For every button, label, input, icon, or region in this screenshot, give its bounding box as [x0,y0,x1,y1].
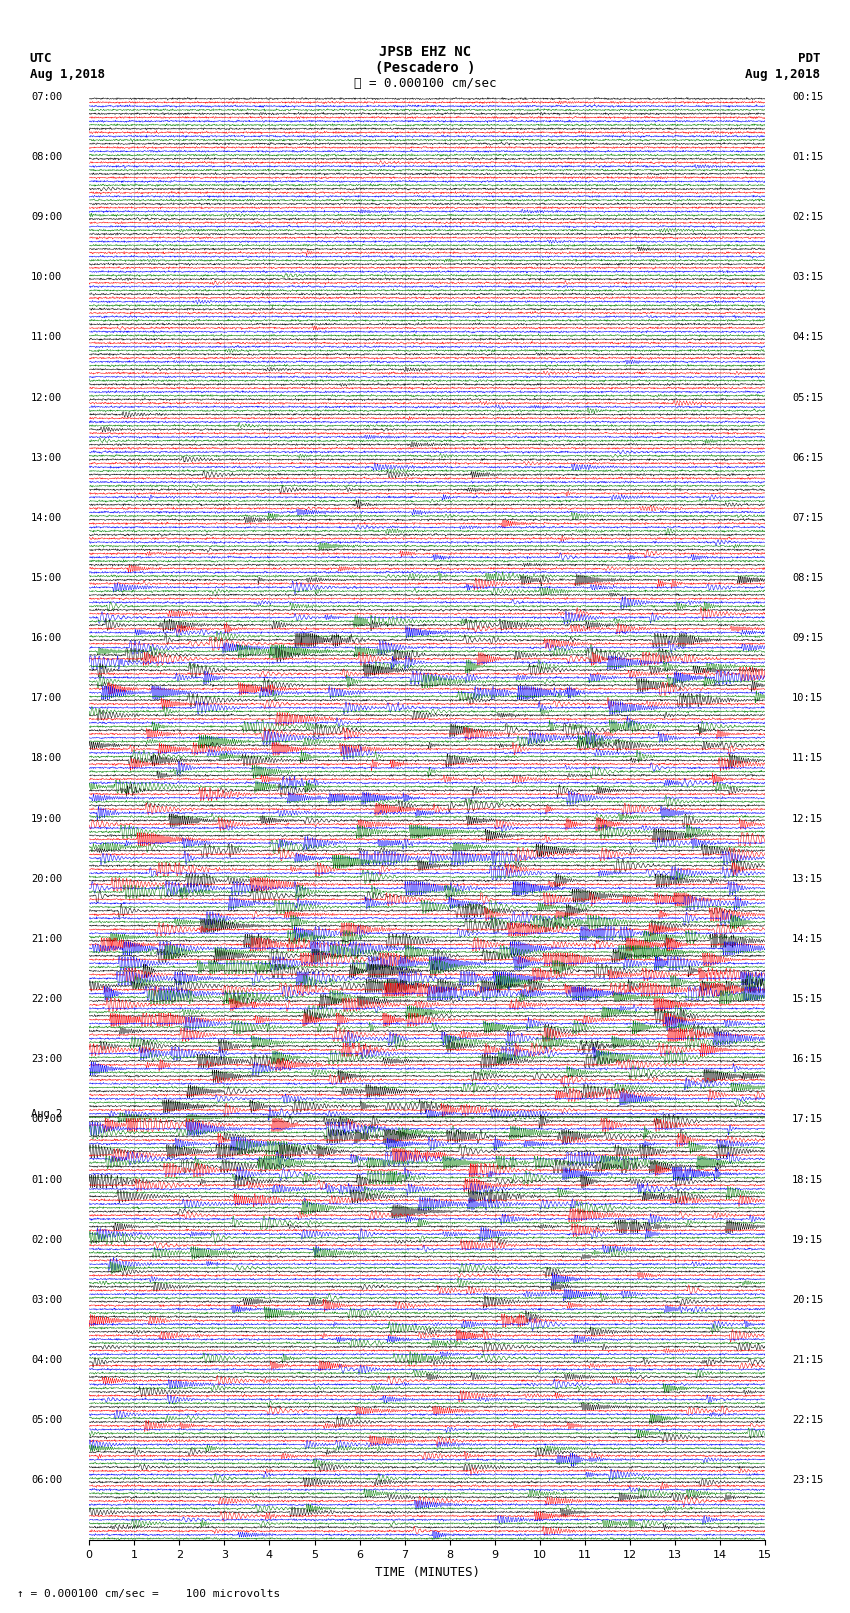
Text: 21:00: 21:00 [31,934,62,944]
Text: 15:00: 15:00 [31,573,62,582]
Text: 14:00: 14:00 [31,513,62,523]
Text: 06:00: 06:00 [31,1476,62,1486]
Text: 02:00: 02:00 [31,1234,62,1245]
Text: 22:15: 22:15 [792,1415,824,1426]
Text: Aug 2: Aug 2 [31,1108,62,1119]
Text: 06:15: 06:15 [792,453,824,463]
Text: 00:15: 00:15 [792,92,824,102]
Text: ⎹ = 0.000100 cm/sec: ⎹ = 0.000100 cm/sec [354,77,496,90]
Text: 10:15: 10:15 [792,694,824,703]
Text: 13:15: 13:15 [792,874,824,884]
Text: 15:15: 15:15 [792,994,824,1003]
Text: 16:00: 16:00 [31,634,62,644]
Text: 04:15: 04:15 [792,332,824,342]
Text: 17:15: 17:15 [792,1115,824,1124]
Text: (Pescadero ): (Pescadero ) [375,61,475,74]
Text: 17:00: 17:00 [31,694,62,703]
Text: 16:15: 16:15 [792,1055,824,1065]
Text: 19:00: 19:00 [31,813,62,824]
X-axis label: TIME (MINUTES): TIME (MINUTES) [375,1566,479,1579]
Text: 04:00: 04:00 [31,1355,62,1365]
Text: 14:15: 14:15 [792,934,824,944]
Text: Aug 1,2018: Aug 1,2018 [30,68,105,81]
Text: 12:00: 12:00 [31,392,62,403]
Text: 20:15: 20:15 [792,1295,824,1305]
Text: 12:15: 12:15 [792,813,824,824]
Text: JPSB EHZ NC: JPSB EHZ NC [379,45,471,58]
Text: 05:00: 05:00 [31,1415,62,1426]
Text: 08:15: 08:15 [792,573,824,582]
Text: 18:00: 18:00 [31,753,62,763]
Text: 08:00: 08:00 [31,152,62,161]
Text: 11:15: 11:15 [792,753,824,763]
Text: 23:00: 23:00 [31,1055,62,1065]
Text: 23:15: 23:15 [792,1476,824,1486]
Text: 20:00: 20:00 [31,874,62,884]
Text: 03:00: 03:00 [31,1295,62,1305]
Text: 13:00: 13:00 [31,453,62,463]
Text: 01:15: 01:15 [792,152,824,161]
Text: ↑ = 0.000100 cm/sec =    100 microvolts: ↑ = 0.000100 cm/sec = 100 microvolts [17,1589,280,1598]
Text: 10:00: 10:00 [31,273,62,282]
Text: 22:00: 22:00 [31,994,62,1003]
Text: 00:00: 00:00 [31,1115,62,1124]
Text: UTC: UTC [30,52,52,65]
Text: 02:15: 02:15 [792,211,824,223]
Text: 09:00: 09:00 [31,211,62,223]
Text: 07:00: 07:00 [31,92,62,102]
Text: 05:15: 05:15 [792,392,824,403]
Text: 19:15: 19:15 [792,1234,824,1245]
Text: 07:15: 07:15 [792,513,824,523]
Text: 03:15: 03:15 [792,273,824,282]
Text: 01:00: 01:00 [31,1174,62,1184]
Text: 18:15: 18:15 [792,1174,824,1184]
Text: 09:15: 09:15 [792,634,824,644]
Text: PDT: PDT [798,52,820,65]
Text: 21:15: 21:15 [792,1355,824,1365]
Text: Aug 1,2018: Aug 1,2018 [745,68,820,81]
Text: 11:00: 11:00 [31,332,62,342]
